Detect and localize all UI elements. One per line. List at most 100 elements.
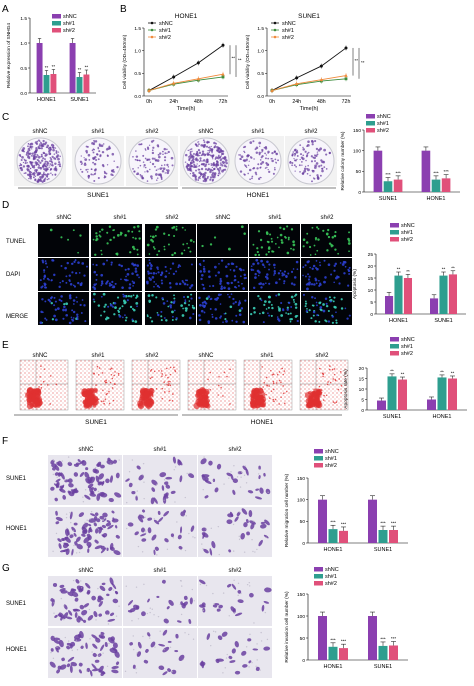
membrane-pore	[163, 499, 165, 501]
colony	[94, 172, 97, 174]
micrograph	[197, 292, 248, 325]
colony	[48, 166, 50, 169]
cell-nucleus	[278, 278, 281, 281]
stained-cell	[150, 497, 155, 505]
membrane-pore	[233, 579, 235, 582]
stained-cell	[109, 612, 115, 616]
event-dot	[334, 379, 337, 382]
cell-nucleus	[343, 272, 346, 275]
event-dot	[326, 383, 329, 386]
micrograph	[38, 292, 89, 325]
cell-nucleus	[348, 273, 351, 275]
stained-cell	[163, 510, 170, 517]
membrane-pore	[238, 538, 241, 541]
colony	[106, 164, 109, 166]
event-dot	[226, 375, 228, 378]
membrane-pore	[188, 532, 190, 535]
membrane-pore	[205, 528, 207, 530]
cell-nucleus	[335, 321, 338, 324]
colony	[277, 159, 279, 162]
event-dot	[163, 381, 165, 383]
y-tick-label: 5	[361, 397, 364, 403]
cell-nucleus	[199, 303, 202, 307]
cell-nucleus	[340, 307, 344, 310]
colony	[208, 163, 210, 166]
cell-nucleus	[258, 282, 261, 286]
cell-nucleus	[257, 230, 261, 233]
colony	[92, 156, 95, 160]
stained-cell	[100, 631, 105, 635]
cell-nucleus	[318, 279, 320, 282]
cell-nucleus	[134, 320, 138, 324]
colony	[265, 161, 268, 165]
cell-nucleus	[214, 298, 217, 301]
cell-nucleus	[80, 282, 83, 285]
colony	[261, 151, 263, 153]
legend-marker	[273, 28, 277, 32]
bar	[441, 178, 451, 192]
event-cluster	[30, 397, 37, 404]
cell-nucleus	[69, 283, 73, 286]
cell-nucleus	[93, 287, 97, 291]
stained-cell	[76, 544, 83, 550]
cell-nucleus	[54, 318, 58, 322]
colony	[189, 166, 192, 169]
y-tick-label: 1.5	[257, 26, 264, 32]
membrane-pore	[163, 648, 165, 651]
colony	[211, 154, 214, 158]
cell-nucleus	[147, 270, 150, 273]
cell-nucleus	[203, 270, 206, 273]
stained-cell	[249, 592, 254, 598]
cell-nucleus	[267, 240, 270, 244]
membrane-pore	[53, 612, 55, 614]
colony	[161, 167, 163, 169]
cell-nucleus	[326, 233, 329, 236]
data-point	[294, 81, 299, 86]
stained-cell	[142, 509, 146, 513]
colony	[92, 151, 95, 154]
stained-cell	[227, 513, 234, 518]
event-dot	[275, 382, 278, 384]
stained-cell	[52, 582, 58, 587]
cell-nucleus	[294, 315, 298, 318]
stained-cell	[136, 651, 142, 657]
stained-cell	[143, 659, 149, 664]
colony	[192, 161, 195, 164]
colony	[46, 144, 49, 147]
colony	[319, 174, 322, 177]
stained-cell	[165, 484, 171, 489]
cell-nucleus	[112, 236, 116, 239]
event-cluster	[310, 401, 316, 408]
significance-label: ***	[380, 521, 386, 526]
membrane-pore	[157, 615, 160, 618]
cell-nucleus	[260, 299, 263, 302]
cell-nucleus	[132, 236, 135, 239]
cell-nucleus	[323, 259, 326, 262]
cell-nucleus	[184, 300, 187, 303]
membrane-pore	[137, 618, 140, 620]
stained-cell	[127, 522, 134, 527]
cell-nucleus	[337, 252, 340, 255]
cell-nucleus	[171, 226, 174, 230]
stained-cell	[71, 591, 79, 598]
cell-nucleus	[290, 295, 294, 299]
cell-nucleus	[172, 315, 174, 318]
stained-cell	[100, 644, 105, 652]
cell-nucleus	[331, 321, 335, 324]
membrane-pore	[72, 579, 75, 582]
stained-cell	[164, 538, 169, 543]
stained-cell	[178, 545, 183, 550]
cell-nucleus	[83, 304, 86, 307]
cell-nucleus	[126, 272, 130, 276]
colony	[210, 163, 212, 165]
membrane-pore	[246, 583, 249, 586]
y-tick-label: 0	[302, 541, 305, 547]
stained-cell	[136, 465, 141, 470]
colony	[211, 173, 214, 177]
cell-nucleus	[160, 315, 163, 318]
stained-cell	[78, 588, 83, 593]
colony	[139, 164, 142, 167]
stained-cell	[228, 549, 232, 553]
